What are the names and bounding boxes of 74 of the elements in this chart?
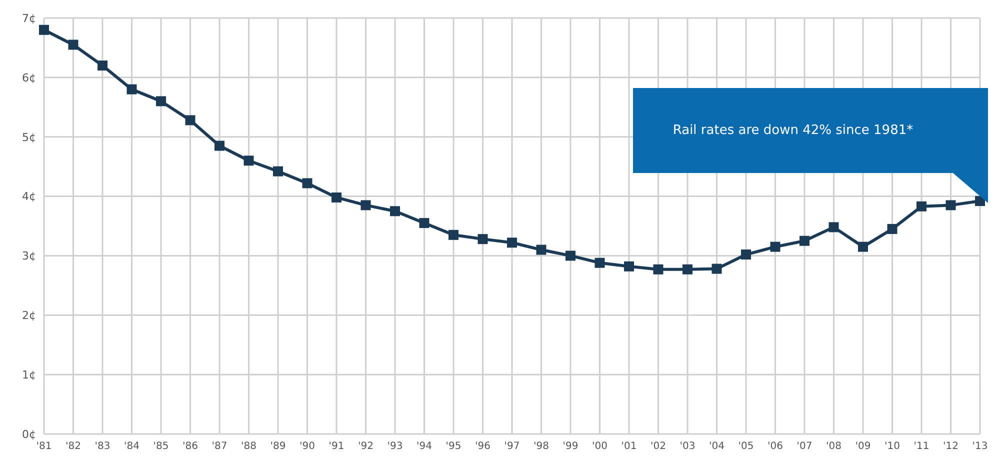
point bbox=[214, 140, 224, 151]
x-tick-label: '90 bbox=[300, 441, 315, 452]
x-tick-label: '83 bbox=[94, 441, 110, 452]
point bbox=[390, 206, 400, 216]
point bbox=[946, 200, 956, 210]
x-tick-label: '08 bbox=[826, 441, 842, 452]
x-tick-label: '99 bbox=[562, 441, 578, 452]
point bbox=[360, 200, 371, 210]
point bbox=[770, 242, 780, 252]
y-tick-label: 2¢ bbox=[22, 309, 36, 322]
point bbox=[478, 234, 488, 244]
point bbox=[858, 242, 868, 252]
x-tick-label: '88 bbox=[241, 441, 256, 452]
x-tick-label: '13 bbox=[972, 441, 988, 452]
x-tick-label: '92 bbox=[358, 441, 374, 452]
point bbox=[98, 60, 108, 71]
point bbox=[185, 115, 196, 126]
point bbox=[332, 192, 342, 202]
point bbox=[624, 261, 634, 272]
x-tick-label: '11 bbox=[914, 441, 930, 452]
point bbox=[244, 156, 254, 166]
point bbox=[594, 258, 605, 268]
y-tick-label: 7¢ bbox=[22, 12, 36, 25]
x-tick-label: '95 bbox=[446, 441, 462, 452]
x-tick-label: '98 bbox=[534, 441, 549, 452]
point bbox=[68, 40, 78, 50]
x-tick-label: '02 bbox=[650, 441, 666, 452]
point bbox=[302, 178, 312, 188]
y-tick-label: 6¢ bbox=[22, 71, 36, 84]
point bbox=[39, 24, 49, 35]
point bbox=[712, 264, 722, 274]
x-tick-label: '03 bbox=[680, 441, 696, 452]
y-tick-label: 3¢ bbox=[22, 250, 36, 263]
x-tick-label: '12 bbox=[943, 441, 958, 452]
point bbox=[126, 84, 137, 94]
point bbox=[682, 264, 692, 274]
y-tick-label: 4¢ bbox=[22, 190, 36, 204]
x-tick-label: '06 bbox=[768, 441, 783, 452]
point bbox=[828, 222, 839, 232]
point bbox=[156, 96, 166, 106]
point bbox=[507, 238, 517, 248]
x-tick-label: '96 bbox=[475, 441, 490, 452]
point bbox=[448, 230, 458, 240]
x-tick-label: '84 bbox=[124, 441, 140, 452]
y-tick-label: 1¢ bbox=[22, 368, 36, 382]
point bbox=[741, 250, 751, 260]
x-tick-label: '81 bbox=[36, 441, 52, 452]
x-tick-label: '09 bbox=[855, 441, 871, 452]
x-tick-label: '01 bbox=[621, 441, 637, 452]
annotation: Rail rates are down 42% since 1981* bbox=[672, 122, 914, 140]
x-tick-label: '00 bbox=[592, 441, 608, 452]
x-tick-label: '07 bbox=[796, 441, 812, 452]
x-tick-label: '87 bbox=[212, 441, 228, 452]
x-tick-label: '91 bbox=[328, 441, 344, 452]
point bbox=[800, 236, 810, 246]
point bbox=[653, 264, 664, 274]
x-tick-label: '10 bbox=[884, 441, 900, 452]
x-tick-label: '89 bbox=[270, 441, 286, 452]
point bbox=[419, 218, 430, 228]
x-tick-label: '05 bbox=[738, 441, 754, 452]
point bbox=[887, 224, 898, 234]
x-tick-label: '86 bbox=[182, 441, 198, 452]
point bbox=[566, 250, 576, 261]
x-tick-label: '82 bbox=[66, 441, 81, 452]
x-tick-label: '93 bbox=[387, 441, 403, 452]
point bbox=[273, 166, 283, 176]
point bbox=[916, 201, 926, 212]
x-tick-label: '97 bbox=[504, 441, 520, 452]
x-tick-label: '04 bbox=[709, 441, 724, 452]
y-tick-label: 5¢ bbox=[22, 130, 36, 144]
y-tick-label: 0¢ bbox=[22, 428, 36, 441]
point bbox=[536, 244, 546, 255]
x-tick-label: '85 bbox=[153, 441, 169, 452]
x-tick-label: '94 bbox=[416, 441, 432, 452]
